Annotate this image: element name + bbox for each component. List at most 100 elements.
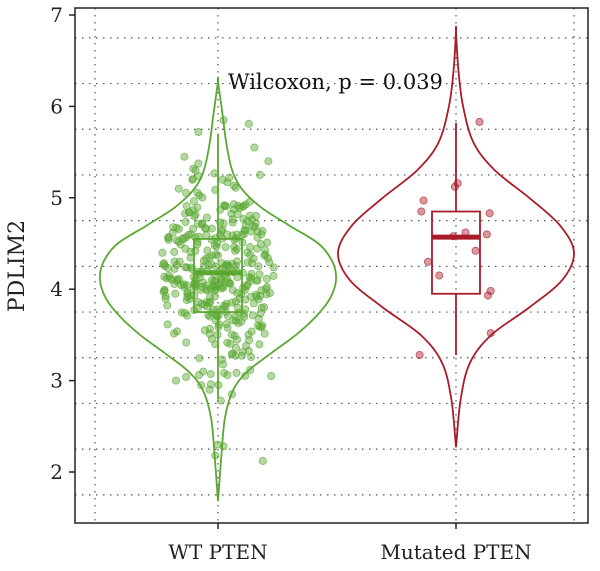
data-point: [163, 263, 172, 272]
data-point: [450, 182, 459, 191]
data-point: [226, 339, 235, 348]
data-point: [483, 291, 492, 300]
y-tick-label: 5: [50, 186, 63, 210]
data-point: [158, 248, 167, 257]
data-point: [228, 231, 237, 240]
data-point: [258, 456, 267, 465]
data-point: [239, 283, 248, 292]
data-point: [211, 340, 220, 349]
data-point: [190, 212, 199, 221]
data-point: [229, 316, 238, 325]
stat-annotation: Wilcoxon, p = 0.039: [228, 70, 443, 94]
data-point: [241, 371, 250, 380]
data-point: [206, 284, 215, 293]
data-point: [260, 329, 269, 338]
data-point: [417, 207, 426, 216]
data-point: [184, 230, 193, 239]
data-point: [169, 329, 178, 338]
data-point: [241, 295, 250, 304]
y-tick-label: 3: [50, 369, 63, 393]
data-point: [182, 263, 191, 272]
data-point: [238, 230, 247, 239]
data-point: [471, 246, 480, 255]
violin-0: [99, 76, 337, 502]
data-point: [191, 281, 200, 290]
data-point: [213, 330, 222, 339]
data-point: [220, 271, 229, 280]
x-tick-label: Mutated PTEN: [380, 540, 531, 564]
data-point: [180, 152, 189, 161]
data-point: [170, 264, 179, 273]
data-point: [248, 311, 257, 320]
data-point: [253, 321, 262, 330]
data-point: [189, 197, 198, 206]
data-point: [232, 368, 241, 377]
x-axis: WT PTEN Mutated PTEN: [168, 523, 532, 564]
data-point: [242, 341, 251, 350]
data-point: [237, 317, 246, 326]
data-point: [179, 235, 188, 244]
data-point: [243, 217, 252, 226]
data-point: [183, 288, 192, 297]
y-tick-label: 2: [50, 460, 63, 484]
data-point: [230, 331, 239, 340]
data-point: [231, 312, 240, 321]
data-point: [205, 329, 214, 338]
data-point: [221, 243, 230, 252]
grid-lines: [75, 8, 588, 523]
data-point: [238, 268, 247, 277]
data-point: [163, 301, 172, 310]
data-point: [461, 228, 470, 237]
data-point: [179, 280, 188, 289]
data-point: [189, 272, 198, 281]
data-point: [161, 291, 170, 300]
data-point: [485, 209, 494, 218]
data-point: [198, 193, 207, 202]
plot-frame: [74, 7, 589, 524]
data-point: [249, 299, 258, 308]
data-point: [251, 219, 260, 228]
data-point: [193, 267, 202, 276]
data-point: [244, 119, 253, 128]
data-point: [243, 258, 252, 267]
data-point: [246, 277, 255, 286]
data-point: [231, 183, 240, 192]
data-point: [247, 258, 256, 267]
y-axis: 2 3 4 5 6 7: [50, 3, 75, 484]
data-point: [415, 350, 424, 359]
data-point: [228, 218, 237, 227]
violins: [99, 25, 575, 502]
data-point: [194, 232, 203, 241]
data-point: [174, 184, 183, 193]
data-point: [203, 246, 212, 255]
data-point: [181, 209, 190, 218]
data-point: [226, 279, 235, 288]
data-point: [256, 309, 265, 318]
data-point: [206, 380, 215, 389]
data-point: [449, 232, 458, 241]
data-point: [188, 175, 197, 184]
data-point: [253, 276, 262, 285]
violin-1: [337, 25, 575, 448]
data-point: [241, 305, 250, 314]
data-point: [210, 169, 219, 178]
data-point: [172, 260, 181, 269]
data-point: [181, 309, 190, 318]
data-point: [166, 274, 175, 283]
data-point: [217, 284, 226, 293]
data-point: [260, 246, 269, 255]
data-point: [189, 206, 198, 215]
data-point: [211, 451, 220, 460]
data-point: [171, 376, 180, 385]
data-point: [254, 262, 263, 271]
data-point: [238, 238, 247, 247]
data-point: [240, 312, 249, 321]
data-point: [258, 321, 267, 330]
data-point: [247, 227, 256, 236]
data-point: [243, 248, 252, 257]
data-point: [269, 271, 278, 280]
data-point: [423, 257, 432, 266]
data-point: [237, 351, 246, 360]
data-point: [435, 271, 444, 280]
data-point: [486, 286, 495, 295]
